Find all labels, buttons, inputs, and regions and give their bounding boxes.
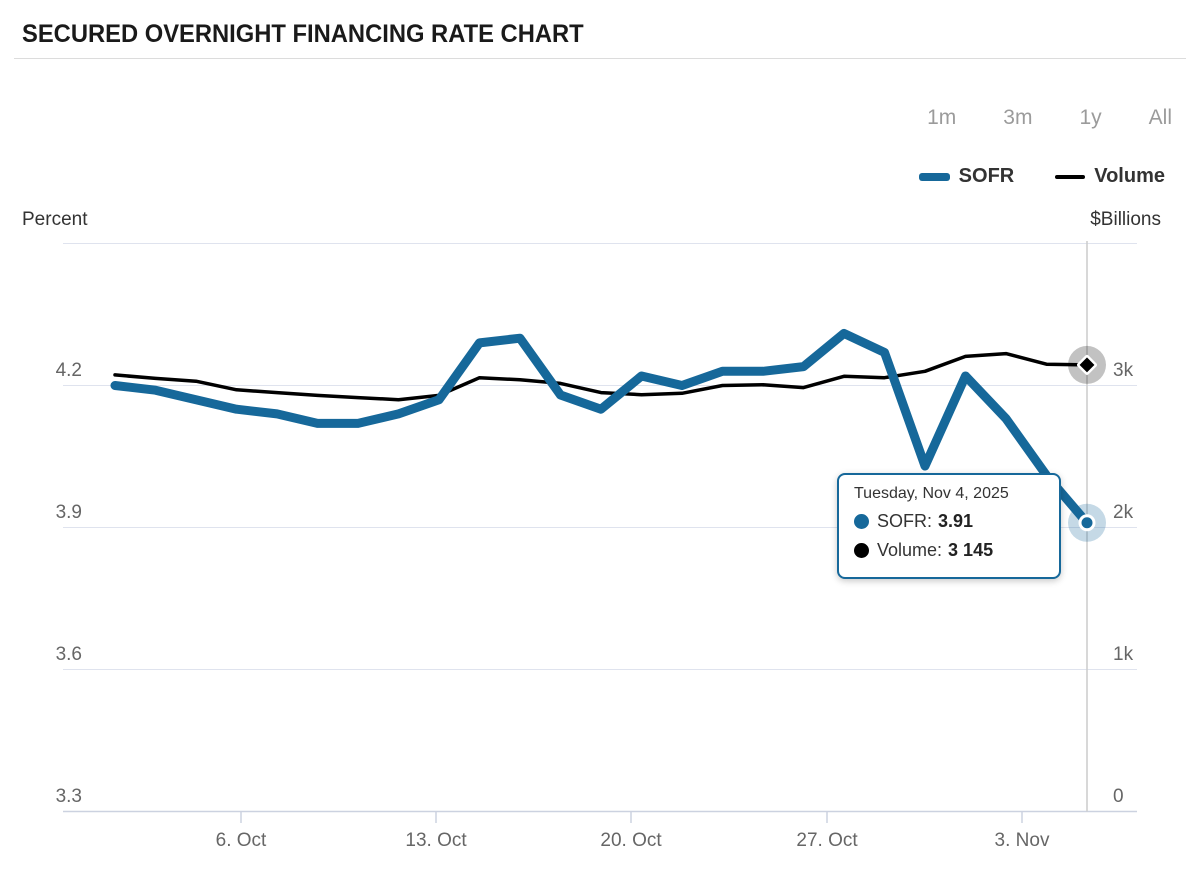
right-axis-tick-label: 1k	[1113, 644, 1134, 665]
x-axis-tick-label: 13. Oct	[405, 830, 467, 851]
range-button-3m[interactable]: 3m	[1003, 106, 1033, 129]
volume-point-marker-icon	[1076, 354, 1098, 375]
x-axis-tick-label: 27. Oct	[796, 830, 858, 851]
x-axis-tick-label: 3. Nov	[994, 830, 1050, 851]
range-button-1m[interactable]: 1m	[927, 106, 957, 129]
chart-tooltip: Tuesday, Nov 4, 2025 SOFR: 3.91 Volume: …	[837, 473, 1061, 579]
legend-label-sofr[interactable]: SOFR	[958, 165, 1015, 187]
right-axis-tick-label: 2k	[1113, 502, 1134, 523]
sofr-series-line	[110, 328, 1092, 528]
sofr-point-marker-icon	[1078, 514, 1096, 532]
right-axis-title: $Billions	[1090, 209, 1161, 230]
left-axis-tick-label: 3.3	[55, 786, 82, 807]
tooltip-sofr-label: SOFR:	[877, 511, 933, 531]
right-axis-tick-label: 0	[1113, 786, 1124, 807]
sofr-legend-swatch-icon[interactable]	[918, 172, 950, 181]
left-axis-tick-label: 4.2	[55, 360, 82, 381]
volume-dot-icon	[854, 543, 869, 558]
tooltip-volume-value: 3 145	[948, 540, 994, 560]
x-axis-tick-label: 20. Oct	[600, 830, 662, 851]
right-axis-tick-label: 3k	[1113, 360, 1134, 381]
tooltip-date: Tuesday, Nov 4, 2025	[854, 485, 1009, 502]
page-title: SECURED OVERNIGHT FINANCING RATE CHART	[22, 20, 584, 48]
volume-series-line	[113, 351, 1089, 402]
range-button-all[interactable]: All	[1148, 106, 1172, 129]
x-axis-tick-label: 6. Oct	[215, 830, 267, 851]
legend-label-volume[interactable]: Volume	[1094, 165, 1165, 187]
tooltip-row-sofr: SOFR: 3.91	[854, 507, 1044, 536]
range-button-1y[interactable]: 1y	[1079, 106, 1102, 129]
left-axis-tick-label: 3.9	[55, 502, 82, 523]
title-divider	[14, 58, 1186, 59]
legend: SOFR Volume	[918, 165, 1165, 188]
sofr-dot-icon	[854, 514, 869, 529]
tooltip-sofr-value: 3.91	[938, 511, 974, 531]
range-selector: 1m 3m 1y All	[927, 106, 1172, 130]
left-axis-tick-label: 3.6	[55, 644, 82, 665]
tooltip-volume-label: Volume:	[877, 540, 943, 560]
tooltip-row-volume: Volume: 3 145	[854, 536, 1044, 565]
volume-legend-swatch-icon[interactable]	[1055, 174, 1086, 179]
left-axis-title: Percent	[22, 209, 88, 230]
